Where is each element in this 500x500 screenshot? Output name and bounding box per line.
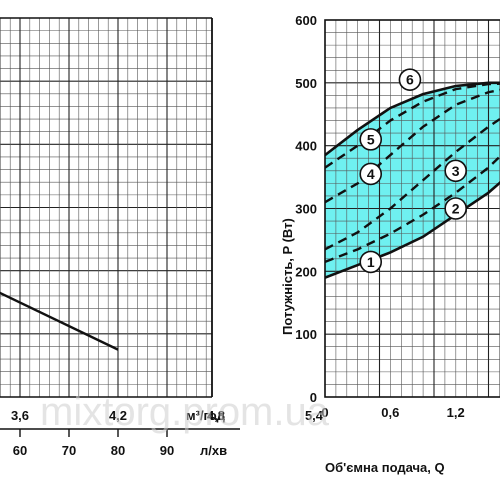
left-ticks-top: 3,6 4,2 4,8 5,4 <box>11 408 324 423</box>
x-tick-label: 1,2 <box>447 405 465 420</box>
bottom-tick-label: 60 <box>13 443 27 458</box>
series-marker-2: 2 <box>444 197 467 220</box>
top-tick-label: 4,8 <box>207 408 225 423</box>
series-marker-1: 1 <box>359 250 383 274</box>
left-x-bottom-unit: л/хв <box>200 443 227 458</box>
series-marker-5: 5 <box>359 128 383 151</box>
y-tick-label: 600 <box>295 13 317 28</box>
left-grid <box>0 17 240 437</box>
y-tick-label: 0 <box>310 390 317 405</box>
x-tick-label: 0 <box>321 405 328 420</box>
svg-text:3: 3 <box>452 163 460 179</box>
watermark: mixtorg.prom.ua <box>40 390 330 434</box>
left-x-top-unit: м³/год <box>186 408 226 423</box>
series-line-5 <box>325 82 500 169</box>
series-line-4 <box>325 88 500 204</box>
svg-text:1: 1 <box>367 254 375 270</box>
plot-frame <box>324 19 500 398</box>
series-marker-3: 3 <box>444 159 467 183</box>
right-y-ticks: 0 100 200 300 400 500 600 <box>295 13 317 405</box>
series-line-6 <box>325 81 500 157</box>
top-tick-label: 3,6 <box>11 408 29 423</box>
bottom-tick-label: 80 <box>111 443 125 458</box>
y-tick-label: 100 <box>295 327 317 342</box>
left-chart: 3,6 4,2 4,8 5,4 м³/год 60 70 80 90 л/хв <box>0 17 324 458</box>
series-marker-6: 6 <box>398 68 422 91</box>
svg-text:6: 6 <box>406 72 414 88</box>
y-tick-label: 200 <box>295 264 317 279</box>
x-tick-label: 0,6 <box>381 405 399 420</box>
y-tick-label: 500 <box>295 76 317 91</box>
right-x-axis-title: Об'ємна подача, Q <box>325 460 445 475</box>
top-tick-label: 4,2 <box>109 408 127 423</box>
left-ticks-bottom: 60 70 80 90 <box>13 443 174 458</box>
right-y-axis-title: Потужність, P (Вт) <box>280 218 295 335</box>
y-tick-label: 400 <box>295 139 317 154</box>
top-tick-label: 5,4 <box>305 408 324 423</box>
left-series-line <box>0 291 119 351</box>
svg-text:4: 4 <box>367 166 375 182</box>
series-marker-4: 4 <box>359 162 383 186</box>
right-markers: 1 2 3 4 5 6 <box>359 68 467 274</box>
bottom-tick-label: 90 <box>160 443 174 458</box>
svg-text:2: 2 <box>452 201 460 217</box>
bottom-tick-label: 70 <box>62 443 76 458</box>
right-x-ticks: 00,61,21,8 <box>321 405 465 420</box>
svg-text:5: 5 <box>367 131 375 147</box>
series-line-2 <box>325 154 500 264</box>
y-tick-label: 300 <box>295 202 317 217</box>
left-series <box>0 291 119 351</box>
series-line-3 <box>325 117 500 251</box>
